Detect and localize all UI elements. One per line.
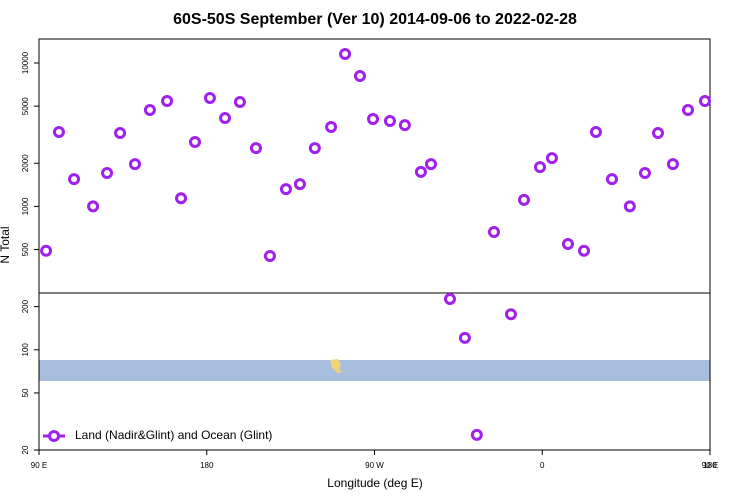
point xyxy=(308,142,321,155)
y-tick-label: 1000 xyxy=(21,197,30,215)
point xyxy=(534,161,547,174)
point xyxy=(249,142,262,155)
point xyxy=(353,70,366,83)
point xyxy=(175,192,188,205)
point xyxy=(424,158,437,171)
point xyxy=(189,136,202,149)
point xyxy=(128,158,141,171)
point xyxy=(682,104,695,117)
point xyxy=(605,173,618,186)
point xyxy=(339,48,352,61)
x-tick-label: 180 xyxy=(703,461,717,470)
y-tick-label: 50 xyxy=(21,388,30,397)
point xyxy=(219,112,232,125)
point xyxy=(487,225,500,238)
x-tick-label: 90 E xyxy=(702,461,718,470)
point xyxy=(561,237,574,250)
point xyxy=(458,331,471,344)
point xyxy=(263,249,276,262)
point xyxy=(623,200,636,213)
plot-frame xyxy=(38,38,711,451)
point xyxy=(161,95,174,108)
point xyxy=(114,126,127,139)
point xyxy=(666,158,679,171)
point xyxy=(398,119,411,132)
y-tick-label: 100 xyxy=(21,343,30,357)
x-tick-label: 180 xyxy=(200,461,214,470)
point xyxy=(279,183,292,196)
point xyxy=(233,96,246,109)
point xyxy=(367,112,380,125)
point xyxy=(143,104,156,117)
y-tick-label: 20 xyxy=(21,445,30,454)
point xyxy=(383,114,396,127)
point xyxy=(504,308,517,321)
land-shape xyxy=(330,359,344,373)
point xyxy=(589,126,602,139)
x-axis-label: Longitude (deg E) xyxy=(327,476,422,490)
point xyxy=(414,165,427,178)
y-tick-label: 500 xyxy=(21,242,30,256)
point xyxy=(40,244,53,257)
x-tick-label: 0 xyxy=(540,461,545,470)
y-tick-label: 200 xyxy=(21,299,30,313)
legend-marker xyxy=(48,430,60,442)
point xyxy=(325,120,338,133)
point xyxy=(87,200,100,213)
point xyxy=(293,178,306,191)
x-tick-label: 90 E xyxy=(31,461,47,470)
point xyxy=(638,166,651,179)
point xyxy=(443,292,456,305)
x-tick-label: 90 W xyxy=(365,461,384,470)
chart-title: 60S-50S September (Ver 10) 2014-09-06 to… xyxy=(173,11,577,28)
point xyxy=(203,91,216,104)
point xyxy=(545,152,558,165)
y-tick-label: 5000 xyxy=(21,97,30,115)
y-tick-label: 10000 xyxy=(21,51,30,74)
y-axis-label: N Total xyxy=(0,226,12,263)
point xyxy=(101,166,114,179)
y-tick-label: 2000 xyxy=(21,154,30,172)
point xyxy=(651,126,664,139)
point xyxy=(52,126,65,139)
point xyxy=(578,244,591,257)
point xyxy=(68,173,81,186)
ocean-band xyxy=(39,360,710,381)
point xyxy=(517,193,530,206)
point xyxy=(698,95,711,108)
point xyxy=(470,428,483,441)
legend-label: Land (Nadir&Glint) and Ocean (Glint) xyxy=(75,428,272,442)
